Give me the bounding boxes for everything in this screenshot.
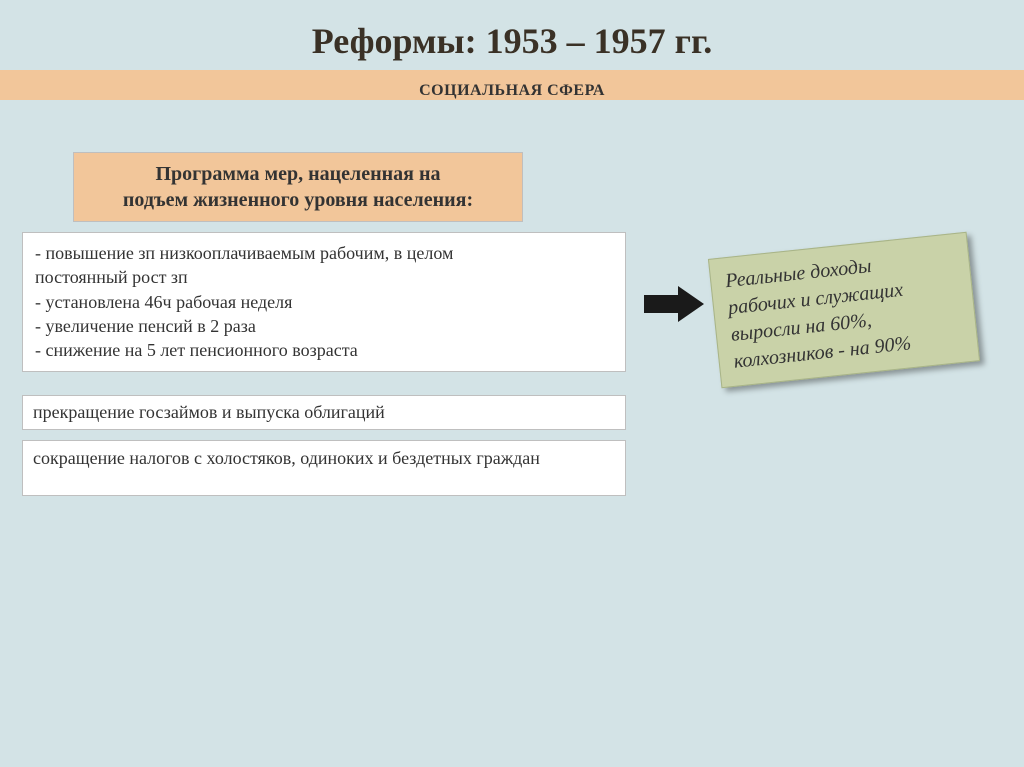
arrow-right-icon	[644, 286, 704, 322]
program-line1: Программа мер, нацеленная на	[94, 161, 502, 187]
extra-box-1: прекращение госзаймов и выпуска облигаци…	[22, 395, 626, 430]
measure-line: - установлена 46ч рабочая неделя	[35, 290, 613, 314]
measure-line: постоянный рост зп	[35, 265, 613, 289]
slide: Реформы: 1953 – 1957 гг. СОЦИАЛЬНАЯ СФЕР…	[0, 0, 1024, 767]
measure-line: - повышение зп низкооплачиваемым рабочим…	[35, 241, 613, 265]
measures-box: - повышение зп низкооплачиваемым рабочим…	[22, 232, 626, 372]
program-box: Программа мер, нацеленная на подъем жизн…	[73, 152, 523, 222]
slide-title: Реформы: 1953 – 1957 гг.	[0, 0, 1024, 70]
result-callout: Реальные доходы рабочих и служащих вырос…	[708, 232, 980, 388]
measure-line: - снижение на 5 лет пенсионного возраста	[35, 338, 613, 362]
measure-line: - увеличение пенсий в 2 раза	[35, 314, 613, 338]
extra-box-2: сокращение налогов с холостяков, одиноки…	[22, 440, 626, 496]
program-line2: подъем жизненного уровня населения:	[94, 187, 502, 213]
subtitle-bar: СОЦИАЛЬНАЯ СФЕРА	[0, 70, 1024, 100]
